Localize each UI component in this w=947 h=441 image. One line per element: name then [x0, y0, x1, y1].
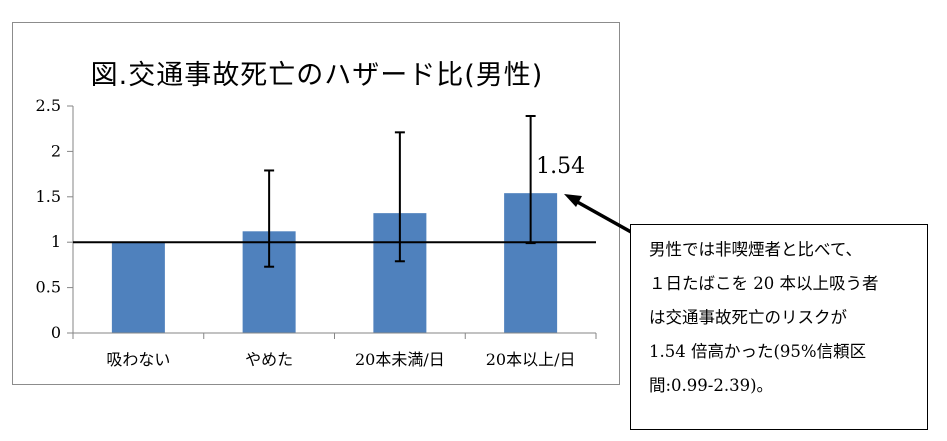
y-tick-label: 1	[51, 232, 61, 251]
x-tick-label: やめた	[245, 350, 293, 369]
callout-line: は交通事故死亡のリスクが	[649, 308, 847, 327]
y-tick-label: 2.5	[36, 96, 61, 115]
callout-line: 間:0.99-2.39)。	[649, 376, 774, 395]
data-label: 1.54	[536, 154, 585, 179]
chart-title: 図.交通事故死亡のハザード比(男性)	[90, 60, 544, 91]
chart-frame: 図.交通事故死亡のハザード比(男性) 0 0.5 1 1.5 2 2.5 吸わない やめた 2…	[12, 22, 620, 385]
callout-line: 男性では非喫煙者と比べて、	[649, 240, 863, 259]
bar	[111, 242, 165, 333]
callout-line: １日たばこを 20 本以上吸う者	[649, 274, 879, 293]
chart-plot: 0 0.5 1 1.5 2 2.5 吸わない やめた 20本未満/日 20本以上/日 1.54	[36, 96, 597, 369]
y-tick-label: 1.5	[36, 187, 61, 206]
y-tick-label: 2	[51, 141, 61, 160]
x-tick-label: 20本以上/日	[486, 350, 576, 369]
x-tick-label: 吸わない	[106, 350, 170, 369]
x-tick-label: 20本未満/日	[355, 350, 445, 369]
callout-line: 1.54 倍高かった(95%信頼区	[649, 342, 867, 361]
y-tick-label: 0	[51, 323, 61, 342]
y-tick-label: 0.5	[36, 278, 61, 297]
callout-box: 男性では非喫煙者と比べて、 １日たばこを 20 本以上吸う者 は交通事故死亡のリ…	[630, 224, 928, 430]
